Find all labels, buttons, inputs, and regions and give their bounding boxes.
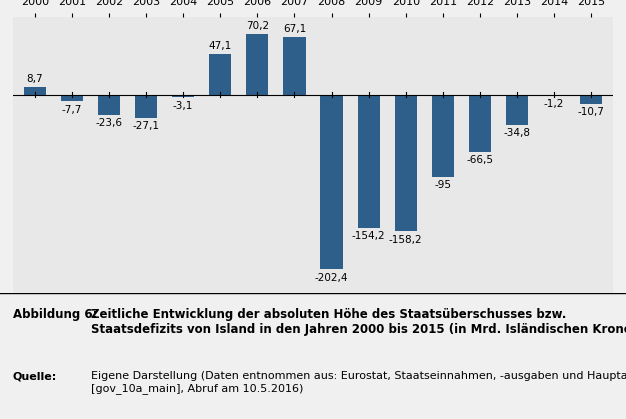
Bar (432, 95, 454, 177)
Bar (357, 95, 380, 228)
Bar (98, 95, 120, 115)
Bar (543, 95, 565, 96)
Bar (61, 95, 83, 101)
Bar (321, 95, 342, 269)
Text: 67,1: 67,1 (283, 24, 306, 34)
Bar (172, 95, 194, 97)
Bar (394, 95, 417, 231)
Text: -23,6: -23,6 (96, 119, 123, 128)
Text: 8,7: 8,7 (26, 75, 43, 84)
Text: -66,5: -66,5 (466, 155, 493, 166)
Text: 70,2: 70,2 (246, 21, 269, 31)
Bar (284, 36, 305, 95)
Text: 47,1: 47,1 (208, 41, 232, 51)
Bar (246, 34, 269, 95)
Text: -7,7: -7,7 (62, 105, 82, 115)
Text: Quelle:: Quelle: (13, 371, 57, 381)
Bar (135, 95, 157, 118)
Text: Eigene Darstellung (Daten entnommen aus: Eurostat, Staatseinnahmen, -ausgaben un: Eigene Darstellung (Daten entnommen aus:… (91, 371, 626, 394)
Text: -34,8: -34,8 (503, 128, 530, 138)
Text: -95: -95 (434, 180, 451, 190)
Text: Abbildung 6:: Abbildung 6: (13, 308, 97, 321)
Text: -158,2: -158,2 (389, 235, 423, 245)
Text: -1,2: -1,2 (544, 99, 564, 109)
Text: -27,1: -27,1 (133, 122, 160, 132)
Bar (209, 54, 232, 95)
Text: -154,2: -154,2 (352, 231, 386, 241)
Bar (469, 95, 491, 152)
Bar (506, 95, 528, 124)
Bar (580, 95, 602, 104)
Text: -202,4: -202,4 (315, 273, 348, 283)
Text: Zeitliche Entwicklung der absoluten Höhe des Staatsüberschusses bzw.
Staatsdefiz: Zeitliche Entwicklung der absoluten Höhe… (91, 308, 626, 336)
Text: -3,1: -3,1 (173, 101, 193, 111)
Text: -10,7: -10,7 (578, 107, 605, 117)
Bar (24, 87, 46, 95)
